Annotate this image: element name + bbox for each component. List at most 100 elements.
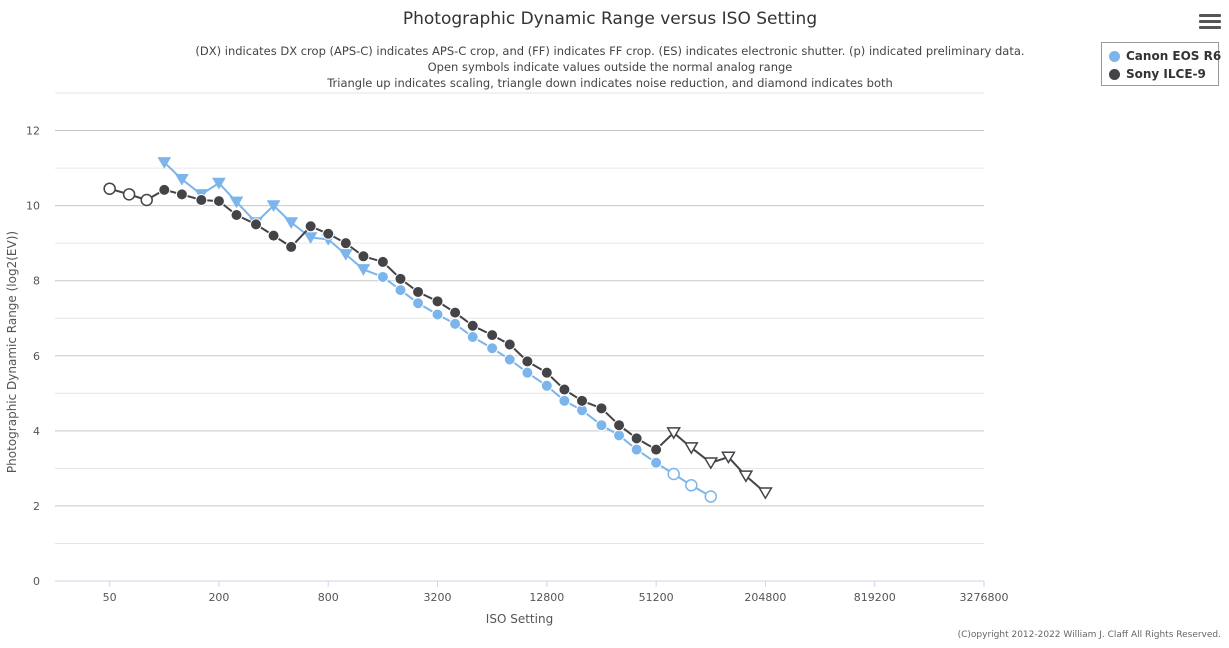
data-point-s0-10 [338,249,353,261]
data-point-s1-36 [758,487,773,500]
data-point-s1-3 [158,183,171,196]
data-point-s1-13 [339,237,352,250]
data-point-s1-19 [449,306,462,319]
data-point-s0-30 [704,490,718,503]
legend-item-sony[interactable]: Sony ILCE-9 [1109,65,1206,83]
data-point-s1-33 [703,457,719,470]
hamburger-menu-icon[interactable] [1199,14,1221,32]
data-point-s0-8 [303,232,318,244]
menu-bar-middle [1199,20,1221,23]
x-tick-label-3276800: 3276800 [960,591,1009,604]
data-point-s1-10 [285,240,298,253]
data-point-s1-1 [122,188,136,201]
legend-item-canon[interactable]: Canon EOS R6 [1109,47,1221,65]
data-point-s1-35 [738,470,754,483]
x-tick-label-800: 800 [318,591,339,604]
data-point-s1-11 [304,220,317,233]
data-point-s1-20 [466,319,479,332]
data-point-s1-17 [412,285,425,298]
data-point-s0-17 [466,331,479,343]
data-point-s0-21 [540,379,553,392]
data-point-s1-21 [486,329,499,342]
menu-bar-top [1199,14,1221,17]
data-point-s1-16 [394,272,407,285]
y-tick-label-4: 4 [33,425,40,438]
data-point-s0-14 [412,297,425,310]
data-point-s1-30 [650,443,663,456]
y-tick-label-12: 12 [26,125,40,138]
legend-label-sony: Sony ILCE-9 [1126,67,1206,81]
data-point-s0-26 [630,443,643,456]
data-point-s0-25 [613,429,626,442]
y-axis-title: Photographic Dynamic Range (log2(EV)) [5,231,19,473]
data-point-s0-3 [212,177,226,190]
data-point-s0-19 [503,353,516,366]
data-point-s1-7 [230,209,243,221]
data-point-s1-24 [540,366,553,379]
data-point-s0-4 [229,196,244,209]
x-tick-label-12800: 12800 [529,591,564,604]
data-point-s1-6 [212,195,225,208]
legend-swatch-canon [1109,50,1120,62]
data-point-s0-27 [650,456,663,469]
copyright-text: (C)opyright 2012-2022 William J. Claff A… [957,630,1221,640]
data-point-s1-4 [175,188,188,201]
x-axis-title: ISO Setting [486,612,553,626]
data-point-s1-15 [376,255,389,268]
data-point-s1-34 [721,451,736,464]
data-point-s0-16 [449,317,462,330]
x-tick-label-3200: 3200 [424,591,452,604]
data-point-s0-29 [685,479,698,492]
chart-subtitle-line-1: (DX) indicates DX crop (APS-C) indicates… [195,44,1025,58]
y-tick-label-10: 10 [26,200,40,213]
data-point-s1-18 [431,295,444,308]
data-point-s0-6 [266,200,281,212]
data-point-s1-25 [558,383,571,396]
data-point-s1-9 [267,229,280,242]
chart-subtitle-line-2: Open symbols indicate values outside the… [427,60,793,74]
y-tick-label-8: 8 [33,275,40,288]
menu-bar-bottom [1199,26,1221,29]
chart-title: Photographic Dynamic Range versus ISO Se… [402,9,818,29]
data-point-s0-7 [284,217,299,229]
data-point-s0-11 [356,264,371,276]
data-point-s0-18 [486,342,499,355]
data-point-s1-32 [683,442,699,455]
data-point-s1-12 [322,227,335,240]
data-point-s1-26 [576,394,589,407]
data-point-s0-15 [431,308,444,321]
data-point-s0-28 [667,467,680,481]
series-line-1 [109,187,767,494]
data-point-s1-23 [521,355,534,368]
legend-label-canon: Canon EOS R6 [1126,49,1222,63]
data-point-s1-0 [103,182,116,195]
data-point-s0-12 [376,270,389,283]
x-tick-label-50: 50 [103,591,117,604]
data-point-s1-27 [595,402,608,415]
legend-swatch-sony [1109,68,1120,80]
series-line-0 [163,161,712,498]
data-point-s1-28 [613,419,626,432]
data-point-s0-22 [558,394,571,407]
data-point-s1-31 [666,427,682,440]
x-tick-label-51200: 51200 [639,591,674,604]
y-tick-label-0: 0 [33,575,40,588]
y-tick-label-6: 6 [33,350,40,363]
data-point-s1-22 [503,338,516,351]
data-point-s0-13 [394,284,407,297]
x-tick-label-819200: 819200 [854,591,896,604]
x-tick-label-200: 200 [208,591,229,604]
data-point-s1-2 [140,193,153,207]
chart-subtitle-line-3: Triangle up indicates scaling, triangle … [327,76,893,90]
y-tick-label-2: 2 [33,500,40,513]
data-point-s0-20 [521,366,534,379]
data-point-s0-24 [595,419,608,432]
x-tick-label-204800: 204800 [744,591,786,604]
data-point-s1-8 [249,218,262,231]
data-point-s0-0 [157,157,172,169]
chart-legend: Canon EOS R6 Sony ILCE-9 [1101,42,1221,86]
data-point-s1-14 [357,250,370,263]
data-point-s1-5 [195,193,208,206]
data-point-s1-29 [630,432,643,445]
